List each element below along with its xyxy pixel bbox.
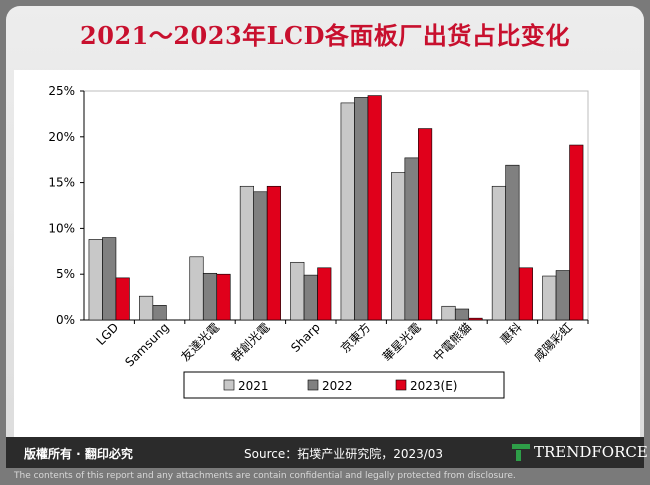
- legend-label: 2022: [322, 379, 353, 393]
- x-tick-label: 群創光電: [229, 320, 273, 364]
- x-tick-label: 咸陽彩虹: [531, 320, 575, 364]
- bar: [189, 256, 204, 321]
- footer-bar: 版權所有 · 翻印必究 Source：拓墣产业研究院，2023/03 TREND…: [6, 437, 648, 468]
- bar: [216, 273, 231, 321]
- bar: [367, 95, 382, 321]
- y-tick-label: 15%: [48, 176, 75, 190]
- bar: [303, 274, 318, 321]
- x-tick-label: 京東方: [337, 320, 373, 356]
- legend-label: 2023(E): [410, 379, 457, 393]
- trendforce-logo-icon: [512, 443, 530, 461]
- bar: [266, 185, 281, 321]
- bar: [418, 128, 433, 321]
- bar: [404, 157, 419, 321]
- bar: [88, 239, 103, 321]
- y-tick-label: 0%: [56, 313, 75, 327]
- x-tick-label: Samsung: [122, 320, 171, 369]
- disclaimer: The contents of this report and any atta…: [14, 471, 516, 481]
- y-tick-label: 10%: [48, 221, 75, 235]
- legend-label: 2021: [238, 379, 269, 393]
- bar: [542, 275, 557, 321]
- bar: [468, 317, 483, 321]
- legend-swatch: [307, 379, 319, 391]
- brand-logo: TRENDFORCE: [512, 443, 648, 461]
- bar: [505, 164, 520, 321]
- x-tick-label: 中電熊貓: [430, 320, 475, 365]
- copyright-notice: 版權所有 · 翻印必究: [24, 447, 133, 461]
- chart-frame: 2021～2023年LCD各面板厂出货占比变化: [6, 6, 644, 468]
- bar: [102, 237, 117, 321]
- bar: [152, 305, 167, 321]
- bar: [569, 144, 584, 321]
- brand-name: TRENDFORCE: [534, 443, 648, 461]
- legend-box: [183, 371, 505, 399]
- bar: [202, 272, 218, 321]
- bar: [454, 308, 470, 321]
- y-tick-label: 20%: [48, 130, 75, 144]
- bar: [391, 172, 406, 321]
- bar: [290, 261, 305, 321]
- legend-swatch: [223, 379, 235, 391]
- bar: [115, 277, 130, 321]
- bar: [441, 305, 456, 321]
- y-tick-label: 25%: [48, 84, 75, 98]
- bar: [518, 267, 533, 321]
- bar: [491, 185, 506, 321]
- bar: [317, 267, 332, 321]
- source-note: Source：拓墣产业研究院，2023/03: [244, 447, 444, 461]
- x-tick-label: LGD: [94, 320, 122, 348]
- bar: [354, 97, 369, 321]
- bar: [239, 185, 254, 321]
- bar: [253, 191, 268, 321]
- legend-swatch: [395, 379, 407, 391]
- x-tick-label: 華星光電: [380, 320, 424, 364]
- chart-title: 2021～2023年LCD各面板厂出货占比变化: [80, 21, 570, 50]
- x-tick-label: 惠科: [498, 320, 525, 347]
- x-tick-label: Sharp: [288, 320, 323, 355]
- bar: [139, 295, 154, 321]
- bar: [340, 102, 355, 321]
- bar: [555, 270, 570, 321]
- y-tick-label: 5%: [56, 267, 75, 281]
- x-tick-label: 友達光電: [178, 320, 222, 364]
